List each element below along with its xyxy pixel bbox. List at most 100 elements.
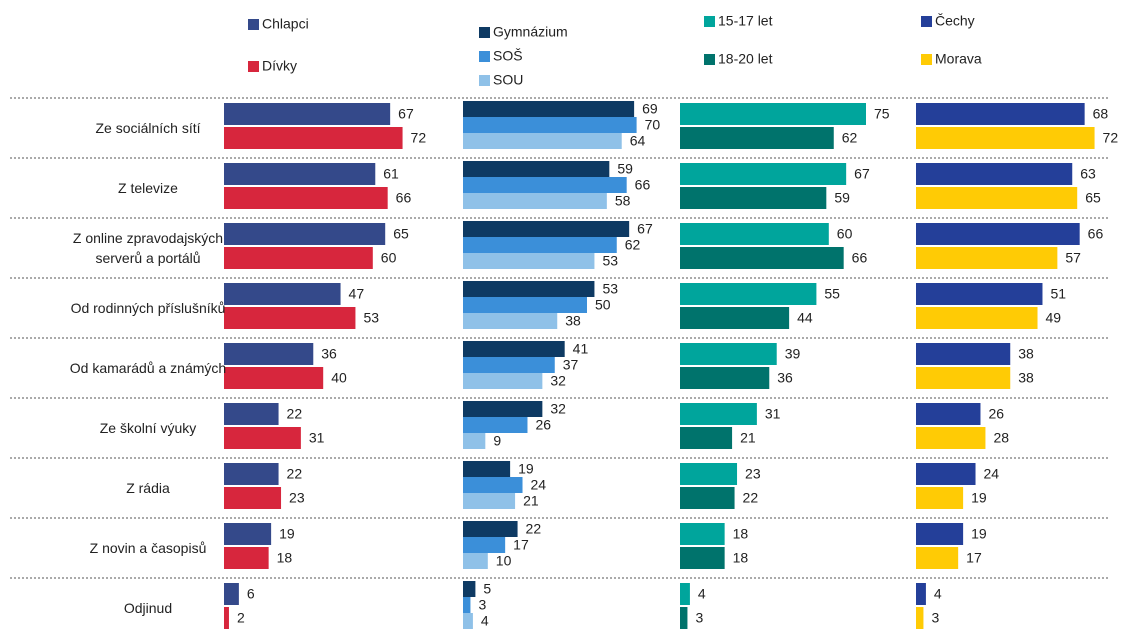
- bar: [463, 117, 637, 133]
- value-label: 64: [630, 133, 646, 149]
- bar: [916, 127, 1095, 149]
- bar: [680, 343, 777, 365]
- bar: [463, 461, 511, 477]
- bar: [916, 343, 1011, 365]
- value-label: 6: [247, 586, 255, 602]
- value-label: 69: [642, 101, 658, 117]
- bar: [680, 523, 725, 545]
- bar: [680, 223, 829, 245]
- bar: [463, 193, 607, 209]
- value-label: 18: [733, 550, 749, 566]
- bar: [916, 307, 1038, 329]
- value-label: 2: [237, 610, 245, 626]
- value-label: 18: [733, 526, 749, 542]
- legend-label: 15-17 let: [718, 13, 773, 29]
- bar: [680, 583, 690, 605]
- bar: [224, 427, 301, 449]
- bar: [463, 581, 476, 597]
- value-label: 55: [824, 286, 840, 302]
- value-label: 49: [1046, 310, 1062, 326]
- value-label: 47: [349, 286, 365, 302]
- legend-label: 18-20 let: [718, 51, 773, 67]
- bar: [680, 187, 827, 209]
- value-label: 36: [777, 370, 793, 386]
- value-label: 3: [695, 610, 703, 626]
- bar: [463, 537, 506, 553]
- value-label: 41: [573, 341, 589, 357]
- value-label: 61: [383, 166, 399, 182]
- category-label: Ze školní výuky: [99, 420, 197, 436]
- value-label: 65: [1085, 190, 1101, 206]
- value-label: 44: [797, 310, 813, 326]
- value-label: 36: [321, 346, 337, 362]
- value-label: 22: [743, 490, 759, 506]
- bar: [463, 521, 518, 537]
- value-label: 70: [645, 117, 661, 133]
- value-label: 59: [617, 161, 633, 177]
- bar: [224, 403, 279, 425]
- value-label: 65: [393, 226, 409, 242]
- legend-swatch: [479, 27, 490, 38]
- bar: [463, 597, 471, 613]
- value-label: 40: [331, 370, 347, 386]
- value-label: 53: [602, 253, 618, 269]
- value-label: 24: [531, 477, 547, 493]
- bar: [916, 487, 964, 509]
- legend-label: Čechy: [935, 13, 975, 29]
- bar: [463, 401, 543, 417]
- bar: [463, 373, 543, 389]
- bar: [680, 427, 733, 449]
- value-label: 62: [842, 130, 858, 146]
- legend-label: SOU: [493, 72, 523, 88]
- legend-label: Morava: [935, 51, 982, 67]
- value-label: 18: [277, 550, 293, 566]
- value-label: 63: [1080, 166, 1096, 182]
- category-label: Z televize: [118, 180, 178, 196]
- legend-swatch: [921, 54, 932, 65]
- category-label: Odjinud: [123, 600, 173, 616]
- bar: [916, 607, 924, 629]
- value-label: 26: [988, 406, 1004, 422]
- bar: [463, 253, 595, 269]
- legend-swatch: [704, 16, 715, 27]
- bar: [224, 523, 272, 545]
- legend-swatch: [479, 75, 490, 86]
- value-label: 66: [1088, 226, 1104, 242]
- value-label: 66: [852, 250, 868, 266]
- value-label: 23: [289, 490, 305, 506]
- value-label: 31: [309, 430, 325, 446]
- value-label: 19: [518, 461, 534, 477]
- value-label: 19: [971, 526, 987, 542]
- bar: [680, 283, 817, 305]
- value-label: 31: [765, 406, 781, 422]
- value-label: 66: [396, 190, 412, 206]
- bar: [916, 427, 986, 449]
- value-label: 67: [637, 221, 653, 237]
- legend-label: SOŠ: [493, 48, 523, 64]
- value-label: 19: [279, 526, 295, 542]
- bar: [224, 103, 391, 125]
- category-label: Ze sociálních sítí: [95, 120, 201, 136]
- legend-label: Gymnázium: [493, 24, 568, 40]
- bar: [680, 163, 847, 185]
- bar: [224, 223, 386, 245]
- value-label: 38: [1018, 346, 1034, 362]
- category-label: Z rádia: [126, 480, 170, 496]
- bar: [680, 607, 688, 629]
- bar: [463, 417, 528, 433]
- value-label: 72: [411, 130, 427, 146]
- value-label: 10: [496, 553, 512, 569]
- bar: [916, 187, 1078, 209]
- value-label: 67: [398, 106, 414, 122]
- category-label: Od rodinných příslušníků: [70, 300, 226, 316]
- bar: [224, 367, 324, 389]
- bar: [224, 607, 229, 629]
- bar: [463, 433, 486, 449]
- bar: [463, 493, 516, 509]
- category-label: Od kamarádů a známých: [69, 360, 227, 376]
- value-label: 9: [493, 433, 501, 449]
- value-label: 66: [635, 177, 651, 193]
- legend-swatch: [248, 61, 259, 72]
